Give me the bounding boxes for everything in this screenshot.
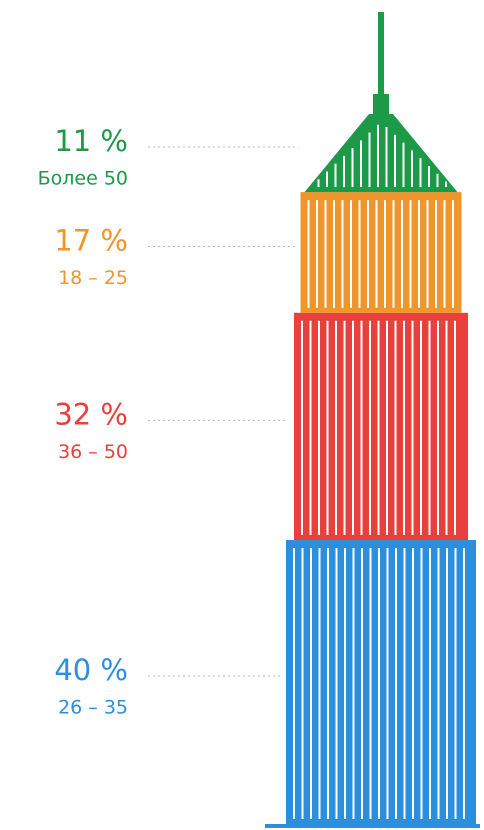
spire-base: [373, 94, 389, 116]
page: {"chart_data": {"type": "tower", "catego…: [0, 0, 484, 830]
category-label: 18 – 25: [58, 267, 128, 289]
category-label: 26 – 35: [58, 697, 128, 719]
value-label: 11 %: [54, 124, 128, 158]
chart: 40 % 26 – 35 32 % 36 – 50 17 % 18 – 25 11 % Бол…: [0, 0, 484, 830]
category-label: 36 – 50: [58, 441, 128, 463]
value-label: 32 %: [54, 397, 128, 431]
category-label: Более 50: [38, 168, 128, 190]
value-label: 40 %: [54, 653, 128, 687]
tower-segment: [294, 313, 468, 540]
value-label: 17 %: [54, 223, 128, 257]
